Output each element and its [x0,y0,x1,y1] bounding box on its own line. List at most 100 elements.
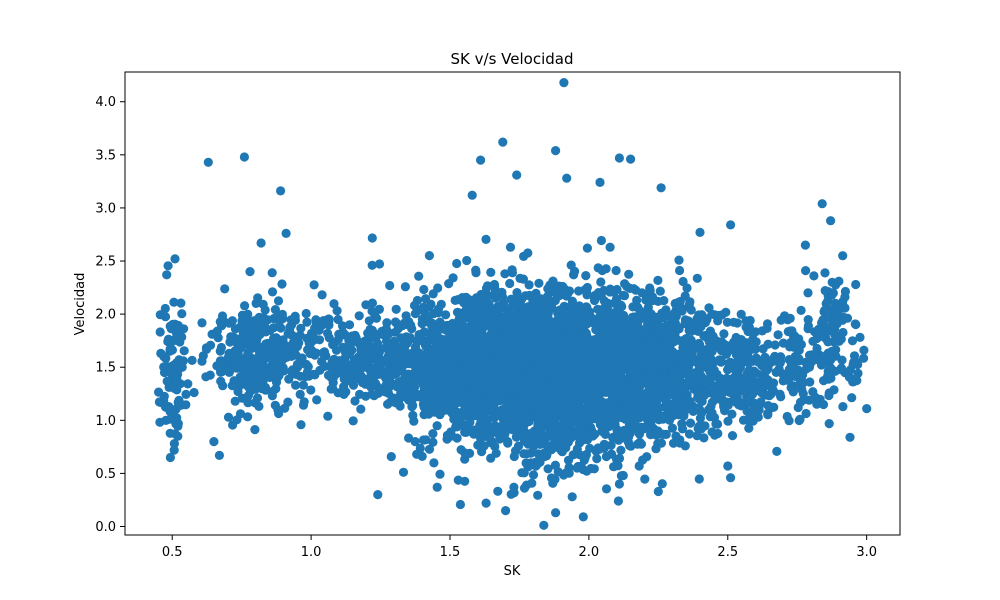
data-point [323,328,333,338]
data-point [450,408,460,418]
data-point [230,346,240,356]
data-point [477,340,487,350]
data-point [516,401,526,411]
data-point [516,370,527,381]
data-point [789,342,799,352]
y-tick-label: 2.0 [95,308,116,323]
data-point [727,409,737,419]
data-point [625,339,636,349]
data-point [594,354,604,364]
data-point [495,430,506,440]
data-point [374,259,385,269]
data-point [706,378,716,388]
data-point [273,296,284,306]
data-point [803,288,813,298]
data-point [570,385,580,395]
data-point [440,391,450,401]
data-point [801,266,811,276]
x-tick-label: 2.0 [579,545,600,560]
data-point [459,321,469,332]
data-point [677,384,687,394]
data-point [319,347,330,357]
data-point [183,379,193,389]
data-point [471,399,481,409]
data-point [801,408,811,419]
data-point [744,416,754,426]
data-point [653,275,663,285]
data-point [838,251,848,261]
data-point [435,469,445,479]
data-point [766,357,776,368]
data-point [859,353,869,363]
data-point [572,444,582,454]
data-point [569,414,579,424]
data-point [233,386,243,397]
data-point [641,295,651,305]
data-point [719,329,729,339]
data-point [428,437,438,447]
data-point [256,238,266,248]
data-point [442,430,452,440]
data-point [626,414,636,424]
data-point [445,363,455,373]
data-point [267,391,277,401]
data-point [494,332,504,342]
data-point [612,284,622,295]
data-point [486,341,496,351]
data-point [270,400,280,410]
data-point [502,379,513,389]
data-point [614,453,625,463]
data-point [583,362,593,372]
data-point [424,371,434,381]
data-point [642,404,652,414]
y-tick-label: 3.0 [95,201,116,216]
data-point [547,407,557,417]
data-point [533,490,543,500]
data-point [669,404,679,414]
data-point [253,293,263,303]
data-point [567,296,578,306]
data-point [598,422,608,433]
data-point [271,340,281,350]
data-point [831,315,841,325]
data-point [626,321,636,331]
data-point [540,439,551,449]
data-point [594,362,604,372]
data-point [461,305,471,315]
data-point [678,352,688,362]
data-point [560,314,571,324]
data-point [716,355,726,365]
data-point [574,286,584,296]
data-point [333,314,343,325]
data-point [441,310,451,320]
data-point [354,311,364,321]
data-point [724,387,735,397]
data-point [406,320,416,330]
data-point [392,382,402,392]
data-point [250,425,260,435]
data-point [386,452,396,462]
data-point [527,478,537,488]
data-point [572,303,582,314]
data-point [567,492,577,502]
data-point [398,467,409,477]
data-point [509,352,519,362]
data-point [798,389,808,399]
data-point [505,314,515,324]
data-point [455,499,465,510]
data-point [298,380,308,390]
data-point [667,389,677,399]
data-point [504,337,514,348]
data-point [786,359,797,369]
data-point [355,340,365,350]
data-point [684,325,694,336]
data-point [614,479,625,489]
data-point [635,413,645,423]
data-point [575,368,586,379]
data-point [450,295,460,305]
data-point [216,376,226,386]
data-point [679,411,689,421]
data-point [366,366,376,376]
x-tick-label: 1.0 [301,545,322,560]
